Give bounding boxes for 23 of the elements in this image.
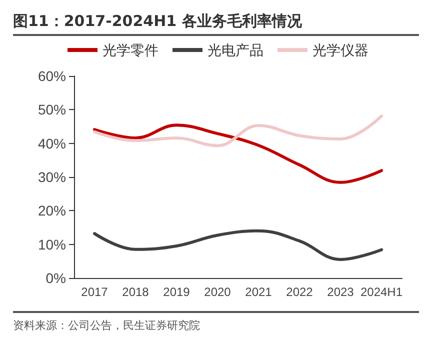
x-tick-label: 2023 [327, 285, 354, 299]
text: 资料来源：公司公告，民生证券研究院 [13, 311, 419, 333]
y-tick-label: 40% [38, 135, 66, 152]
line-series [93, 229, 383, 261]
line-series [93, 124, 383, 184]
legend-label: 光学零件 [102, 42, 158, 58]
legend-label: 光电产品 [208, 42, 264, 58]
y-tick-label: 0% [46, 270, 66, 286]
y-tick-label: 30% [38, 169, 66, 185]
x-tick-label: 2017 [81, 285, 108, 299]
x-tick-label: 2021 [245, 285, 272, 299]
y-tick-label: 60% [38, 68, 66, 84]
x-tick-label: 2019 [163, 285, 190, 299]
y-tick-label: 50% [38, 102, 66, 118]
y-tick-label: 20% [38, 202, 66, 219]
x-tick-label: 2024H1 [360, 285, 403, 299]
y-tick-label: 10% [38, 236, 66, 252]
x-tick-label: 2022 [286, 285, 314, 299]
chart-title: 图11：2017-2024H1 各业务毛利率情况 [13, 8, 419, 36]
line-series [93, 114, 383, 148]
x-tick-label: 2018 [122, 285, 150, 299]
legend-label: 光学仪器 [312, 42, 368, 58]
x-tick-label: 2020 [204, 285, 232, 299]
